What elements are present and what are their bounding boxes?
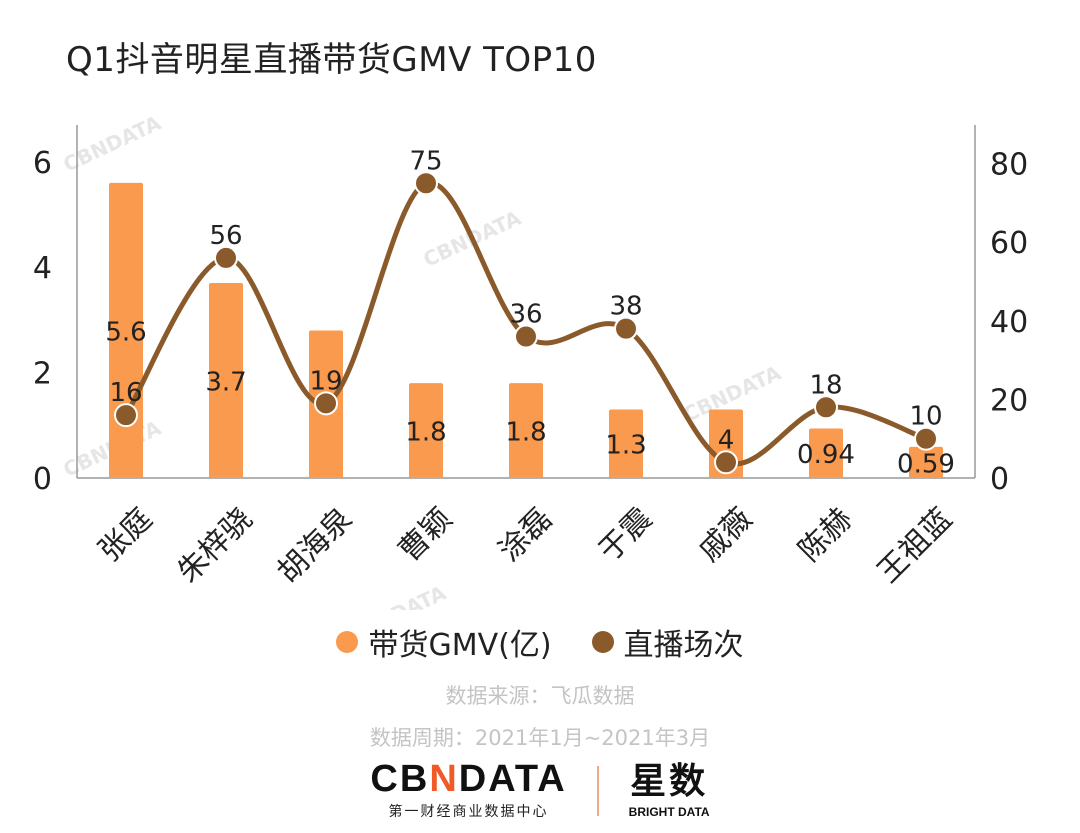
- line-data-label: 4: [718, 425, 735, 455]
- legend-item-gmv[interactable]: 带货GMV(亿): [336, 620, 552, 664]
- brightdata-subtitle: BRIGHT DATA: [628, 804, 710, 819]
- right-tick-label: 60: [990, 226, 1028, 261]
- bar-data-label: 0.94: [797, 440, 855, 470]
- footer-logos: CBNDATA 第一财经商业数据中心 星数 BRIGHT DATA: [0, 760, 1080, 821]
- left-tick-label: 4: [33, 251, 52, 286]
- bar-data-label: 0.59: [897, 449, 955, 479]
- line-point: [614, 316, 638, 341]
- logo-divider: [596, 765, 599, 816]
- right-tick-label: 0: [990, 462, 1009, 497]
- x-tick-label: 张庭: [92, 501, 159, 568]
- cbndata-subtitle: 第一财经商业数据中心: [388, 804, 549, 820]
- line-point: [714, 450, 738, 475]
- left-tick-label: 2: [33, 357, 52, 392]
- line-point: [814, 395, 838, 420]
- bar: [909, 446, 943, 478]
- bar: [609, 409, 643, 478]
- x-tick-label: 曹颖: [392, 501, 459, 568]
- bar: [809, 428, 843, 478]
- line-point: [514, 324, 538, 349]
- line-data-label: 75: [409, 146, 442, 176]
- line-data-label: 16: [109, 378, 142, 408]
- legend-marker-sessions: [591, 631, 614, 653]
- right-tick-label: 40: [990, 305, 1028, 340]
- watermark: CBNDATA: [59, 110, 165, 176]
- x-tick-label: 陈赫: [792, 501, 859, 568]
- bar-data-label: 1.3: [605, 431, 646, 461]
- line-data-label: 10: [909, 402, 942, 432]
- chart-title: Q1抖音明星直播带货GMV TOP10: [66, 40, 597, 80]
- watermark: CBNDATA: [344, 580, 450, 610]
- line-data-label: 56: [209, 221, 242, 251]
- right-tick-label: 20: [990, 383, 1028, 418]
- line-point: [114, 403, 138, 428]
- line-point: [914, 426, 938, 451]
- x-tick-label: 王祖蓝: [871, 501, 959, 589]
- legend-marker-gmv: [336, 631, 359, 653]
- x-tick-label: 涂磊: [492, 501, 559, 568]
- data-period-note: 数据周期：2021年1月~2021年3月: [369, 726, 711, 750]
- line-data-label: 38: [609, 292, 642, 322]
- x-tick-label: 胡海泉: [271, 501, 359, 589]
- brightdata-logo: 星数 BRIGHT DATA: [628, 760, 710, 819]
- line-data-label: 36: [509, 300, 542, 330]
- logo-text: N: [429, 758, 459, 800]
- legend-label-gmv: 带货GMV(亿): [368, 628, 552, 663]
- bar: [509, 383, 543, 478]
- x-tick-label: 于震: [592, 501, 659, 568]
- line-point: [414, 171, 438, 196]
- logo-text: DATA: [458, 758, 567, 800]
- chart-plot: CBNDATACBNDATACBNDATACBNDATACBNDATA02460…: [33, 110, 1028, 610]
- bar: [209, 283, 243, 478]
- logo-text: 星数: [630, 760, 709, 802]
- bar-data-label: 5.6: [105, 317, 146, 347]
- line-point: [214, 245, 238, 270]
- right-tick-label: 80: [990, 148, 1028, 183]
- bar: [409, 383, 443, 478]
- logo-text: CB: [370, 758, 430, 800]
- bar-data-label: 3.7: [205, 368, 246, 398]
- line-series-sessions: [123, 180, 927, 467]
- left-tick-label: 0: [33, 462, 52, 497]
- line-point: [314, 391, 338, 416]
- left-tick-label: 6: [33, 146, 52, 181]
- legend-label-sessions: 直播场次: [623, 628, 744, 663]
- legend-item-sessions[interactable]: 直播场次: [591, 620, 744, 664]
- cbndata-logo: CBNDATA 第一财经商业数据中心: [370, 760, 566, 821]
- data-source-note: 数据来源：飞瓜数据: [445, 684, 635, 708]
- x-tick-label: 朱梓骁: [171, 501, 259, 589]
- x-tick-label: 戚薇: [692, 501, 759, 568]
- line-data-label: 19: [309, 366, 342, 396]
- line-data-label: 18: [809, 370, 842, 400]
- bar-data-label: 1.8: [505, 418, 546, 448]
- legend: 带货GMV(亿) 直播场次: [0, 620, 1080, 664]
- bar-data-label: 1.8: [405, 418, 446, 448]
